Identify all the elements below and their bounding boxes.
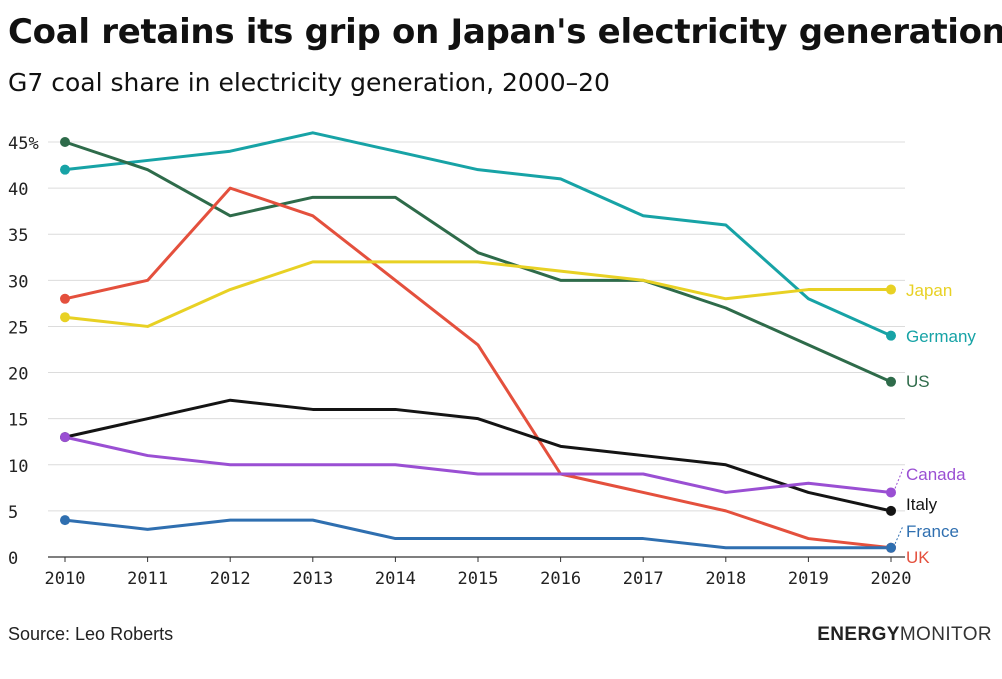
y-tick-label: 20 — [8, 365, 28, 385]
series-end-point — [886, 487, 896, 498]
y-tick-label: 30 — [8, 272, 28, 292]
y-tick-label: 40 — [8, 180, 28, 200]
series-end-point — [886, 505, 896, 516]
brand-logo: ENERGYMONITOR — [817, 624, 992, 646]
series-label-canada: Canada — [906, 465, 966, 484]
x-tick-label: 2011 — [127, 569, 168, 589]
label-leader-line — [894, 468, 904, 489]
series-line-italy — [63, 398, 893, 513]
series-label-japan: Japan — [906, 281, 952, 300]
x-tick-label: 2019 — [788, 569, 829, 589]
y-tick-label: 0 — [8, 549, 18, 569]
series-end-point — [886, 284, 896, 295]
series-start-point — [60, 515, 70, 526]
series-line-germany — [63, 131, 893, 338]
label-leader-line — [894, 525, 904, 544]
series-start-point — [60, 312, 70, 323]
series-label-us: US — [906, 372, 930, 391]
x-tick-label: 2010 — [45, 569, 86, 589]
x-tick-label: 2018 — [705, 569, 746, 589]
brand-logo-bold: ENERGY — [817, 624, 900, 645]
brand-logo-light: MONITOR — [899, 624, 992, 645]
x-tick-label: 2015 — [458, 569, 499, 589]
series-label-germany: Germany — [906, 327, 976, 346]
series-start-point — [60, 164, 70, 175]
x-tick-label: 2012 — [210, 569, 251, 589]
x-tick-label: 2016 — [540, 569, 581, 589]
series-end-point — [886, 330, 896, 341]
series-label-france: France — [906, 522, 959, 541]
series-line-japan — [63, 260, 893, 328]
y-tick-label: 10 — [8, 457, 28, 477]
y-tick-label: 45% — [8, 134, 39, 154]
series-start-point — [60, 293, 70, 304]
series-label-uk: UK — [906, 548, 930, 567]
y-tick-label: 15 — [8, 411, 28, 431]
series-end-point — [886, 376, 896, 387]
series-line-france — [63, 518, 893, 550]
x-tick-label: 2017 — [623, 569, 664, 589]
x-tick-label: 2020 — [871, 569, 912, 589]
source-note: Source: Leo Roberts — [8, 624, 174, 644]
series-start-point — [60, 137, 70, 147]
y-tick-label: 25 — [8, 318, 28, 338]
y-tick-label: 5 — [8, 503, 18, 523]
chart-subtitle: G7 coal share in electricity generation,… — [8, 68, 610, 97]
x-tick-label: 2013 — [292, 569, 333, 589]
y-tick-label: 35 — [8, 226, 28, 246]
chart-title: Coal retains its grip on Japan's electri… — [8, 12, 1002, 52]
series-line-canada — [63, 435, 893, 494]
series-label-italy: Italy — [906, 495, 938, 514]
series-start-point — [60, 432, 70, 443]
series-line-uk — [63, 186, 893, 550]
series-end-point — [886, 542, 896, 553]
series-line-us — [63, 140, 893, 384]
x-tick-label: 2014 — [375, 569, 416, 589]
